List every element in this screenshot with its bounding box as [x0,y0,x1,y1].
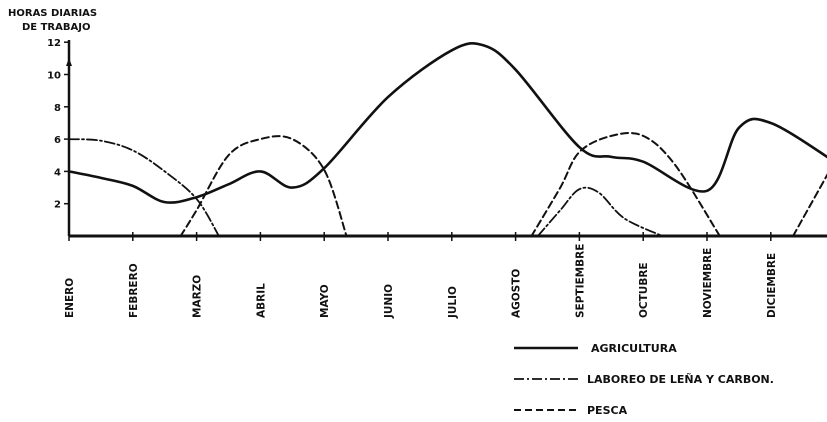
x-tick-label: MAYO [319,284,331,318]
legend-label-laboreo: LABOREO DE LEÑA Y CARBON. [587,373,774,386]
x-tick-label: DICIEMBRE [766,253,778,318]
y-tick-label: 10 [47,71,61,82]
y-tick-label: 2 [54,200,61,211]
y-axis-label-line-2: DE TRABAJO [22,22,90,33]
legend-item-pesca: PESCA [514,404,628,417]
y-tick-label: 6 [54,135,61,146]
x-tick-label: JULIO [447,286,459,319]
x-tick-label: FEBRERO [128,263,140,318]
x-tick-label: SEPTIEMBRE [574,244,586,318]
series-line-0-segment-0 [67,41,827,204]
legend-label-agricultura: AGRICULTURA [591,342,677,355]
legend-label-pesca: PESCA [587,404,628,417]
series-line-2-segment-0 [179,135,348,237]
x-tick-label: ENERO [64,278,76,318]
series-line-2-segment-1 [530,132,721,237]
y-ticks: 2 4 6 8 10 12 [47,38,69,211]
y-tick-label: 8 [54,103,61,114]
series-line-1-segment-1 [537,186,664,237]
legend: AGRICULTURA LABOREO DE LEÑA Y CARBON. PE… [514,342,774,417]
series-line-2-segment-2 [792,173,827,237]
series-lines [67,41,827,237]
x-ticks: ENERO FEBRERO MARZO ABRIL MAYO JUNIO JULIO AGOS… [64,232,778,319]
x-tick-label: JUNIO [383,284,395,319]
legend-item-laboreo: LABOREO DE LEÑA Y CARBON. [514,373,774,386]
x-tick-label: OCTUBRE [638,262,650,318]
x-tick-label: MARZO [192,275,204,318]
x-tick-label: ABRIL [255,283,267,318]
x-tick-label: NOVIEMBRE [702,248,714,318]
y-axis-arrow-icon [66,58,72,66]
y-tick-label: 4 [54,167,61,178]
y-tick-label: 12 [47,38,61,49]
x-tick-label: AGOSTO [511,269,523,318]
y-axis-label-line-1: HORAS DIARIAS [8,8,97,19]
series-line-1-segment-0 [68,138,220,237]
legend-item-agricultura: AGRICULTURA [514,342,677,355]
